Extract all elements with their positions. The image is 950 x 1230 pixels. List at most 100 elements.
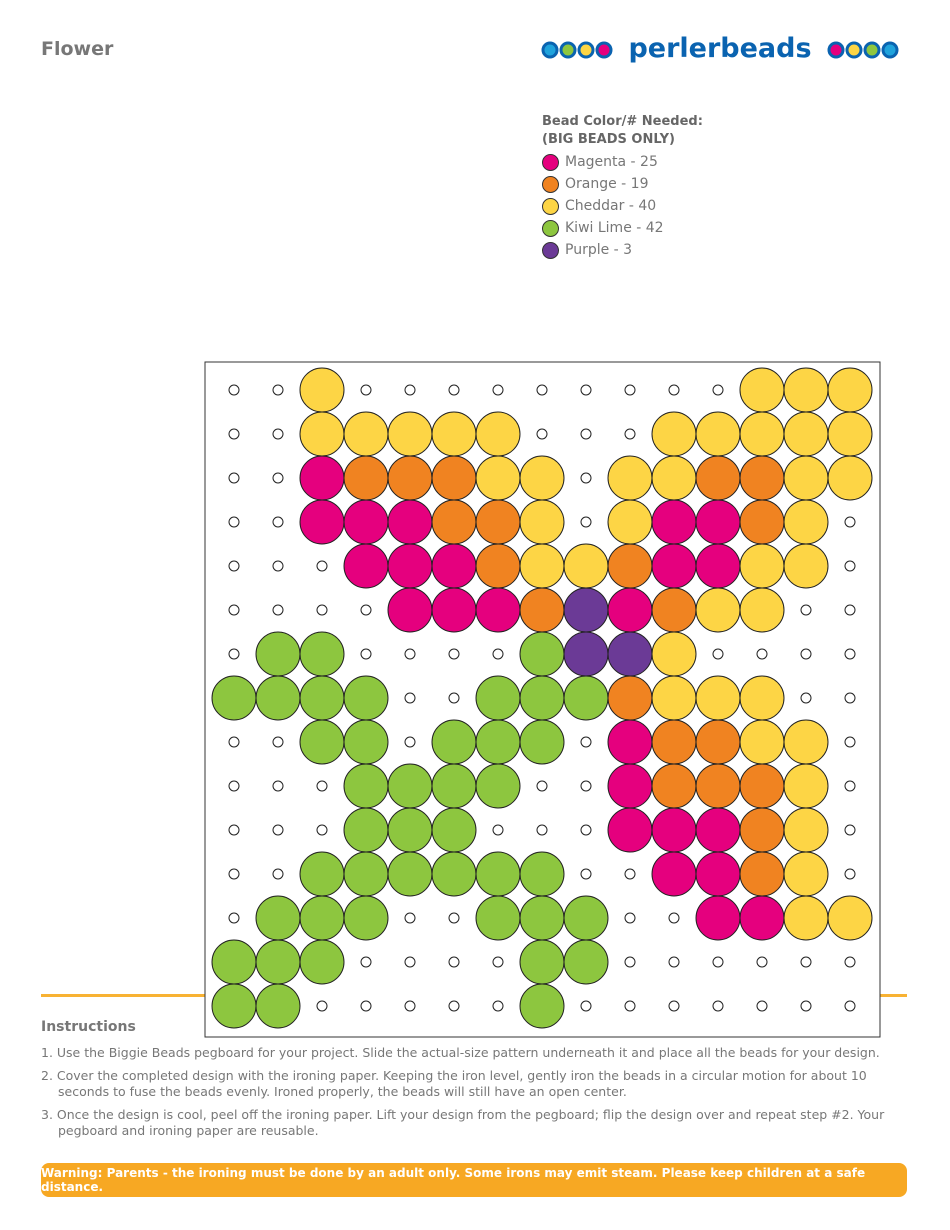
legend-item: Orange - 19 — [542, 173, 703, 195]
peg — [844, 604, 856, 616]
peg — [844, 736, 856, 748]
bead — [783, 499, 829, 545]
peg — [448, 1000, 460, 1012]
bead — [827, 411, 873, 457]
bead — [299, 895, 345, 941]
peg — [228, 780, 240, 792]
peg — [492, 1000, 504, 1012]
peg — [272, 868, 284, 880]
logo-text: perlerbeads — [628, 33, 811, 64]
bead — [431, 411, 477, 457]
bead — [431, 499, 477, 545]
bead — [827, 367, 873, 413]
bead — [255, 895, 301, 941]
bead — [739, 763, 785, 809]
peg — [316, 824, 328, 836]
peg — [844, 1000, 856, 1012]
peg — [272, 516, 284, 528]
bead — [651, 851, 697, 897]
peg — [404, 736, 416, 748]
instructions-heading: Instructions — [41, 1019, 136, 1035]
peg — [536, 384, 548, 396]
bead — [519, 895, 565, 941]
bead — [651, 763, 697, 809]
peg — [272, 472, 284, 484]
bead — [563, 587, 609, 633]
bead — [651, 675, 697, 721]
peg — [492, 384, 504, 396]
peg — [624, 956, 636, 968]
peg — [404, 648, 416, 660]
peg — [448, 648, 460, 660]
bead — [783, 543, 829, 589]
peg — [404, 1000, 416, 1012]
peg — [844, 824, 856, 836]
peg — [228, 516, 240, 528]
peg — [668, 1000, 680, 1012]
bead — [475, 851, 521, 897]
bead — [255, 983, 301, 1029]
peg — [844, 560, 856, 572]
bead — [519, 499, 565, 545]
peg — [624, 912, 636, 924]
bead — [607, 499, 653, 545]
bead — [695, 719, 741, 765]
legend-label: Cheddar - 40 — [565, 198, 657, 214]
peg — [668, 912, 680, 924]
peg — [756, 1000, 768, 1012]
bead — [651, 499, 697, 545]
peg — [580, 780, 592, 792]
peg — [272, 824, 284, 836]
instruction-step: 3. Once the design is cool, peel off the… — [41, 1107, 885, 1138]
peg — [316, 780, 328, 792]
instructions: 1. Use the Biggie Beads pegboard for you… — [41, 1045, 901, 1146]
peg — [228, 648, 240, 660]
bead — [519, 851, 565, 897]
peg — [668, 384, 680, 396]
legend-label: Magenta - 25 — [565, 154, 658, 170]
bead — [827, 455, 873, 501]
peg — [624, 868, 636, 880]
bead — [695, 587, 741, 633]
legend-label: Purple - 3 — [565, 242, 633, 258]
bead — [299, 631, 345, 677]
legend-item: Kiwi Lime - 42 — [542, 217, 703, 239]
legend-swatch — [542, 175, 559, 193]
legend: Bead Color/# Needed: (BIG BEADS ONLY) Ma… — [542, 113, 703, 261]
bead — [519, 631, 565, 677]
peg — [228, 824, 240, 836]
legend-swatch — [542, 153, 559, 171]
bead — [211, 939, 257, 985]
bead — [343, 719, 389, 765]
bead — [475, 675, 521, 721]
peg — [580, 428, 592, 440]
bead — [343, 895, 389, 941]
peg — [448, 912, 460, 924]
peg — [624, 428, 636, 440]
bead — [431, 851, 477, 897]
bead — [695, 851, 741, 897]
bead — [563, 543, 609, 589]
bead — [783, 411, 829, 457]
peg — [580, 736, 592, 748]
peg — [272, 560, 284, 572]
peg — [228, 472, 240, 484]
bead — [299, 367, 345, 413]
bead — [431, 719, 477, 765]
title: Flower — [41, 38, 114, 60]
peg — [228, 868, 240, 880]
bead — [651, 631, 697, 677]
bead — [519, 939, 565, 985]
peg — [360, 956, 372, 968]
peg — [404, 692, 416, 704]
bead — [695, 499, 741, 545]
peg — [624, 1000, 636, 1012]
bead — [475, 411, 521, 457]
peg — [492, 648, 504, 660]
bead — [783, 895, 829, 941]
bead — [651, 411, 697, 457]
bead — [299, 675, 345, 721]
peg — [844, 648, 856, 660]
legend-item: Cheddar - 40 — [542, 195, 703, 217]
